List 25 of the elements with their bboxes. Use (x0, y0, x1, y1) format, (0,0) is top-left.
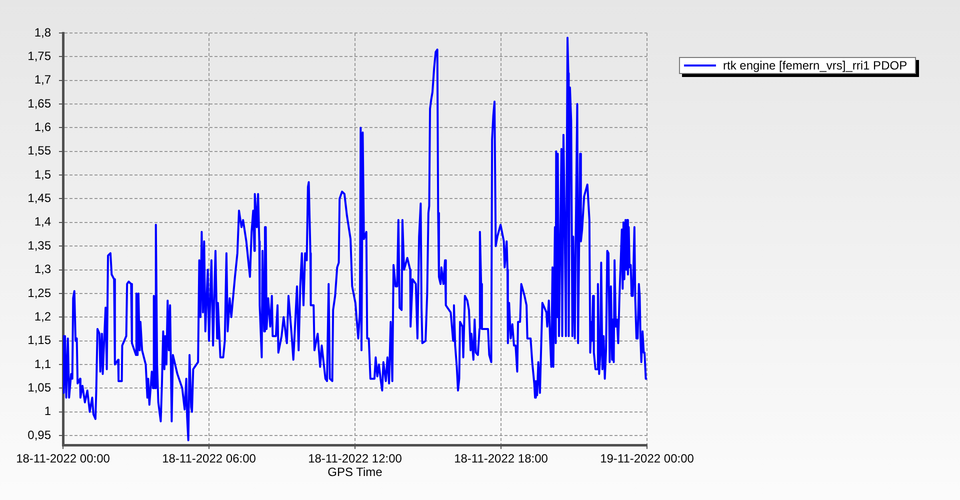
y-tick-label: 1,3 (34, 262, 52, 276)
y-tick-label: 1,15 (28, 333, 52, 348)
x-tick-label: 18-11-2022 00:00 (16, 452, 110, 466)
y-tick-label: 1,5 (34, 167, 52, 182)
y-tick-label: 1,7 (34, 72, 52, 87)
y-tick-label: 1,2 (34, 309, 52, 324)
x-tick-label: 18-11-2022 12:00 (308, 452, 402, 466)
x-tick-label: 18-11-2022 18:00 (454, 452, 548, 466)
y-tick-label: 1,05 (28, 380, 52, 394)
y-tick-label: 1,25 (28, 286, 52, 300)
y-tick-label: 1,55 (28, 144, 52, 158)
y-tick-label: 1,8 (34, 25, 52, 40)
y-tick-label: 1,45 (28, 191, 52, 206)
x-tick-label: 19-11-2022 00:00 (600, 452, 694, 466)
y-tick-label: 1,65 (28, 96, 52, 110)
x-tick-label: 18-11-2022 06:00 (162, 452, 256, 466)
y-tick-label: 1,75 (28, 48, 52, 63)
y-tick-label: 1,35 (28, 238, 52, 252)
y-tick-label: 1,6 (34, 120, 52, 134)
y-tick-label: 1 (44, 404, 52, 418)
y-tick-label: 0,95 (28, 428, 52, 442)
x-axis-title: GPS Time (328, 465, 383, 480)
legend-label: rtk engine [femern_vrs]_rri1 PDOP (723, 58, 908, 72)
y-tick-label: 1,1 (34, 356, 52, 371)
y-tick-label: 1,4 (34, 214, 52, 229)
